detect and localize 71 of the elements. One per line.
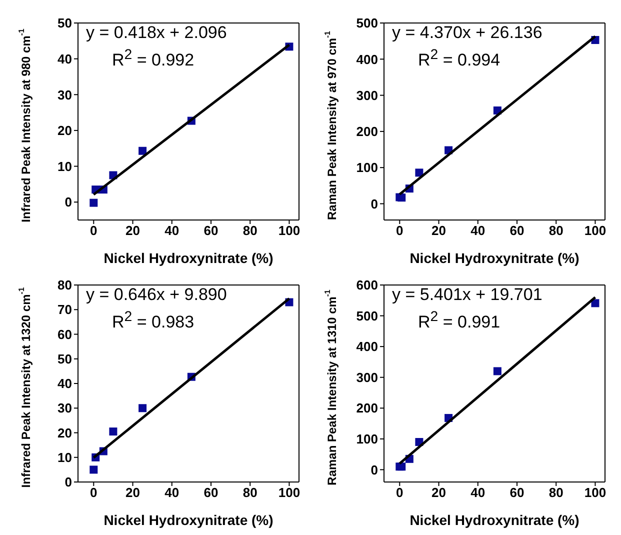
x-tick-label: 40	[164, 485, 180, 500]
y-tick-label: 30	[58, 400, 72, 416]
x-tick-label: 100	[278, 223, 300, 238]
annotation: R$^{2}$ = 0.991	[417, 308, 502, 334]
point	[138, 404, 147, 412]
x-axis-title: Nickel Hydroxynitrate (%)	[104, 512, 274, 528]
point	[109, 428, 118, 436]
point	[138, 146, 147, 155]
x-tick-label: 60	[510, 223, 524, 238]
annotation: y = 4.370x + 26.136	[392, 22, 542, 44]
x-tick-label: 100	[278, 485, 300, 500]
x-axis-title: Nickel Hydroxynitrate (%)	[104, 250, 274, 266]
y-tick-label: 400	[356, 52, 378, 67]
annotation: R$^{2}$ = 0.994	[417, 46, 502, 72]
x-tick-label: 40	[470, 223, 486, 238]
y-tick-label: 500	[356, 16, 378, 31]
x-tick-label: 80	[242, 223, 258, 238]
point	[415, 168, 424, 177]
x-axis-title: Nickel Hydroxynitrate (%)	[410, 250, 580, 266]
annotation: R$^{2}$ = 0.983	[111, 308, 196, 334]
x-tick-label: 20	[126, 485, 140, 500]
y-tick-label: 0	[64, 474, 72, 490]
y-tick-label: 200	[356, 400, 378, 416]
y-tick-label: 300	[356, 370, 378, 385]
y-tick-label: 30	[58, 87, 72, 102]
y-tick-label: 0	[370, 462, 378, 478]
point	[493, 367, 502, 376]
x-tick-label: 0	[90, 485, 98, 500]
annotation: y = 0.418x + 2.096	[86, 22, 227, 44]
x-tick-label: 60	[204, 485, 218, 500]
point	[90, 466, 98, 474]
x-tick-label: 0	[90, 223, 98, 238]
x-tick-label: 80	[548, 485, 564, 500]
y-tick-label: 50	[58, 351, 72, 366]
y-tick-label: 40	[58, 51, 72, 66]
y-tick-label: 0	[64, 194, 72, 210]
y-tick-label: 500	[356, 308, 378, 324]
x-tick-label: 40	[470, 485, 486, 500]
x-tick-label: 0	[396, 223, 404, 238]
y-tick-label: 40	[58, 376, 72, 392]
x-tick-label: 80	[242, 485, 258, 500]
x-tick-label: 100	[584, 223, 606, 238]
y-tick-label: 100	[356, 160, 378, 176]
y-tick-label: 300	[356, 88, 378, 103]
y-tick-label: 20	[58, 123, 72, 138]
x-tick-label: 20	[432, 223, 446, 238]
y-tick-label: 400	[356, 339, 378, 354]
annotation: y = 0.646x + 9.890	[86, 284, 227, 306]
y-tick-label: 200	[356, 124, 378, 140]
y-tick-label: 10	[58, 450, 72, 465]
y-tick-label: 10	[58, 158, 72, 174]
y-tick-label: 0	[370, 196, 378, 212]
annotation: y = 5.401x + 19.701	[392, 284, 542, 306]
y-tick-label: 50	[58, 16, 72, 31]
y-tick-label: 80	[58, 278, 72, 293]
x-tick-label: 20	[432, 485, 446, 500]
x-tick-label: 100	[584, 485, 606, 500]
x-tick-label: 0	[396, 485, 404, 500]
y-tick-label: 60	[58, 326, 72, 342]
y-tick-label: 70	[58, 302, 72, 318]
x-tick-label: 60	[510, 485, 524, 500]
x-axis-title: Nickel Hydroxynitrate (%)	[410, 512, 580, 528]
y-tick-label: 100	[356, 432, 378, 447]
y-tick-label: 20	[58, 425, 72, 440]
annotation: R$^{2}$ = 0.992	[111, 46, 196, 72]
x-tick-label: 20	[126, 223, 140, 238]
y-tick-label: 600	[356, 278, 378, 293]
x-tick-label: 60	[204, 223, 218, 238]
x-tick-label: 80	[548, 223, 564, 238]
point	[90, 198, 98, 207]
x-tick-label: 40	[164, 223, 180, 238]
